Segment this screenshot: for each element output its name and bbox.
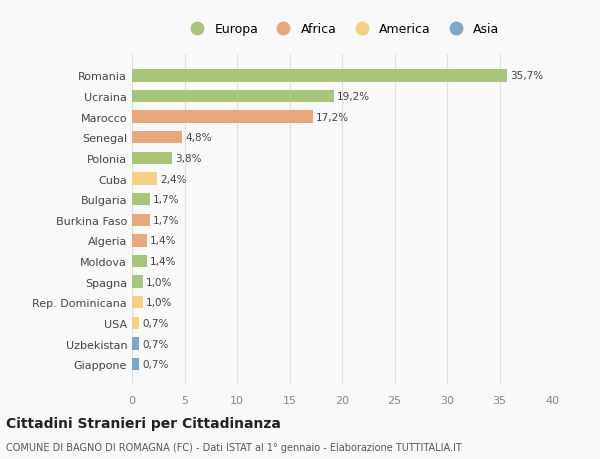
- Bar: [132, 173, 157, 185]
- Text: 35,7%: 35,7%: [510, 71, 543, 81]
- Text: 1,7%: 1,7%: [153, 215, 179, 225]
- Text: Cittadini Stranieri per Cittadinanza: Cittadini Stranieri per Cittadinanza: [6, 416, 281, 430]
- Text: 4,8%: 4,8%: [185, 133, 212, 143]
- Text: 0,7%: 0,7%: [143, 339, 169, 349]
- Legend: Europa, Africa, America, Asia: Europa, Africa, America, Asia: [179, 18, 505, 41]
- Bar: [132, 152, 172, 165]
- Bar: [132, 358, 139, 370]
- Bar: [132, 132, 182, 144]
- Text: 19,2%: 19,2%: [337, 92, 370, 102]
- Text: 1,0%: 1,0%: [146, 297, 172, 308]
- Bar: [132, 297, 143, 309]
- Text: 0,7%: 0,7%: [143, 318, 169, 328]
- Bar: [132, 276, 143, 288]
- Text: 1,0%: 1,0%: [146, 277, 172, 287]
- Bar: [132, 235, 146, 247]
- Text: 2,4%: 2,4%: [160, 174, 187, 184]
- Bar: [132, 255, 146, 268]
- Bar: [132, 70, 507, 83]
- Bar: [132, 194, 150, 206]
- Bar: [132, 111, 313, 123]
- Bar: [132, 91, 334, 103]
- Text: 0,7%: 0,7%: [143, 359, 169, 369]
- Text: 17,2%: 17,2%: [316, 112, 349, 123]
- Text: COMUNE DI BAGNO DI ROMAGNA (FC) - Dati ISTAT al 1° gennaio - Elaborazione TUTTIT: COMUNE DI BAGNO DI ROMAGNA (FC) - Dati I…: [6, 442, 462, 452]
- Text: 1,4%: 1,4%: [150, 257, 176, 267]
- Bar: [132, 338, 139, 350]
- Bar: [132, 214, 150, 226]
- Text: 1,4%: 1,4%: [150, 236, 176, 246]
- Text: 3,8%: 3,8%: [175, 154, 202, 163]
- Bar: [132, 317, 139, 330]
- Text: 1,7%: 1,7%: [153, 195, 179, 205]
